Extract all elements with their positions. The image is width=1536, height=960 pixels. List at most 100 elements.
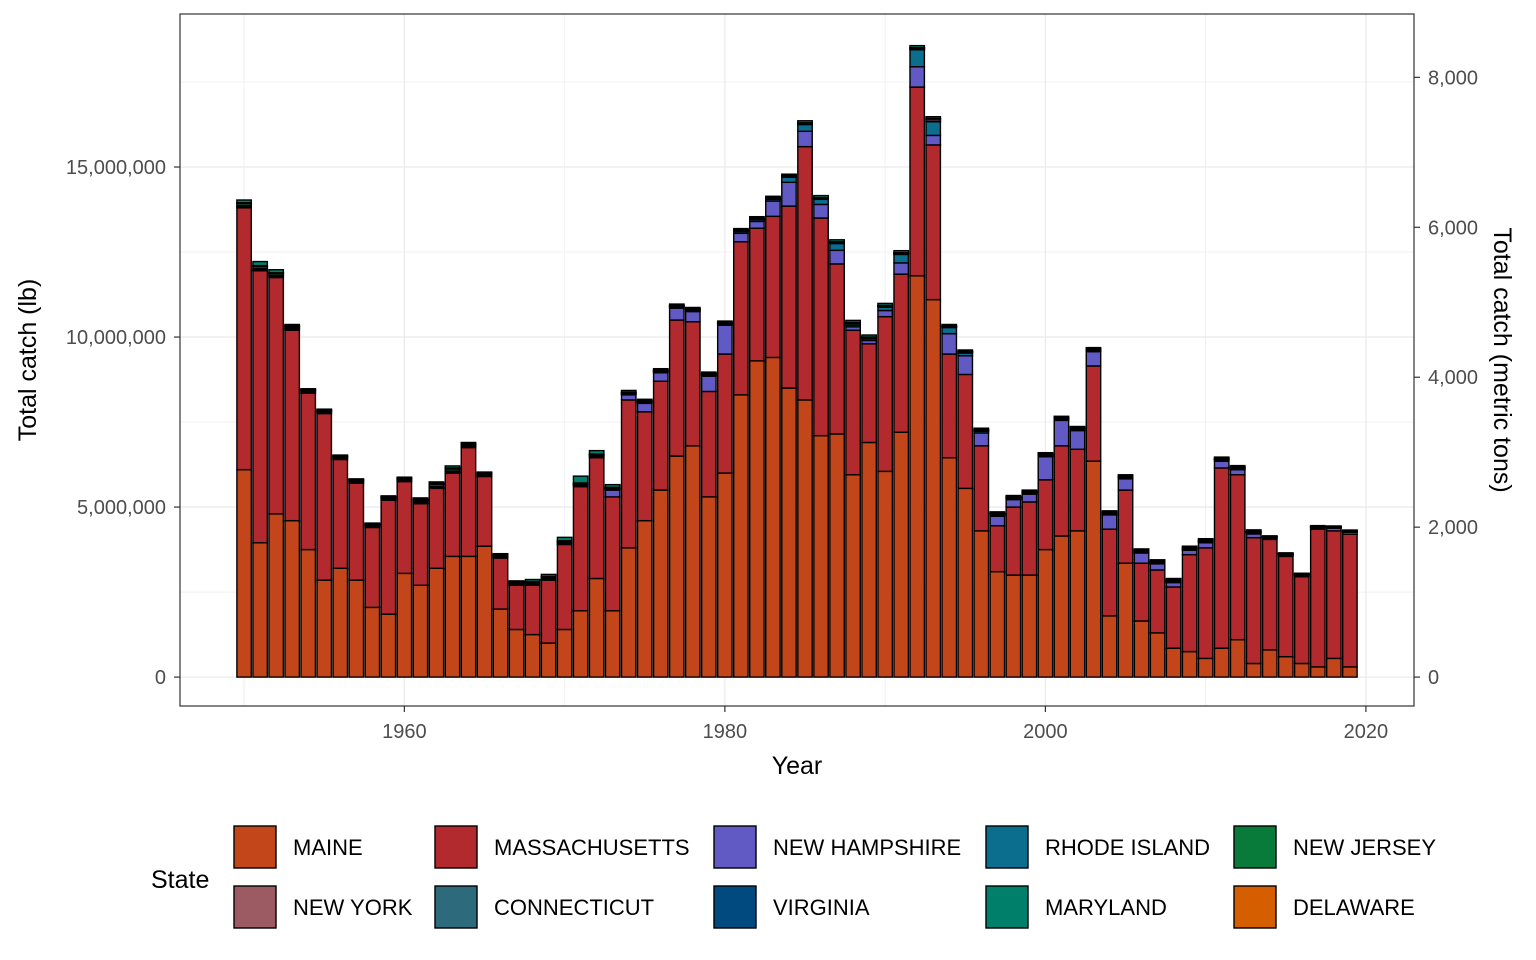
bar-segment [652,380,669,491]
bar-segment [460,446,477,558]
bar-segment [316,408,333,411]
bar-segment [236,199,253,204]
legend-label: NEW YORK [293,895,413,920]
bar-segment [396,480,413,575]
legend-label: VIRGINIA [773,895,870,920]
bar-segment [732,227,749,231]
legend-key [985,885,1029,929]
bar-segment [668,319,685,457]
legend-label: MARYLAND [1045,895,1167,920]
bar-segment [1133,620,1150,678]
bar-segment [765,356,781,678]
bar-segment [1197,542,1214,549]
bar-segment [620,399,637,549]
bar-segment [412,497,429,500]
bar-segment [1213,647,1230,678]
bar-segment [380,613,397,678]
bar-segment [797,123,813,133]
bar-segment [444,465,461,469]
bar-segment [893,431,910,678]
bar-segment [508,580,525,583]
bar-segment [1277,552,1294,555]
bar-segment [941,323,958,327]
bar-segment [909,49,926,68]
bar-segment [1309,528,1326,668]
bar-segment [1293,572,1310,575]
bar-segment [829,242,845,252]
bar-segment [781,181,797,207]
bar-segment [380,499,397,615]
bar-segment [300,392,317,551]
bar-segment [1021,574,1038,678]
bar-segment [316,579,333,678]
bar-segment [572,475,589,484]
bar-segment [684,445,701,678]
bar-segment [1101,615,1118,678]
bar-segment [1069,530,1086,678]
bar-segment [252,260,269,267]
bar-segment [1325,657,1342,678]
bar-segment [572,610,589,678]
legend-key [985,825,1029,869]
bar-segment [925,115,942,120]
legend-label: NEW JERSEY [1293,835,1436,860]
bar-segment [652,372,669,382]
bar-segment [829,263,845,435]
bar-segment [909,66,926,88]
bar-segment [588,577,605,678]
y2-tick-label: 4,000 [1428,367,1478,389]
bar-segment [604,610,621,678]
bar-segment [781,387,797,678]
bar-segment [1197,547,1214,660]
legend-key [233,885,277,929]
bar-segment [1069,429,1086,450]
bar-segment [1037,451,1054,455]
bar-segment [909,44,926,49]
bar-segment [765,215,781,359]
bar-segment [1005,494,1022,498]
bar-segment [396,572,413,678]
bar-segment [893,249,910,254]
bar-segment [813,434,829,678]
bar-segment [636,411,653,522]
bar-segment [236,207,253,471]
bar-segment [1341,666,1358,678]
x-axis: 1960 1980 2000 2020 [382,706,1388,743]
bar-segment [877,315,894,473]
bar-segment [1165,586,1182,649]
bar-segment [444,555,461,678]
bar-segment [877,302,894,307]
bar-segment [1005,574,1022,678]
bar-segment [1213,456,1230,460]
bar-segment [1149,563,1166,571]
bar-segment [1053,535,1070,678]
bar-segment [1133,552,1150,564]
y-tick-label: 5,000,000 [77,497,166,519]
y2-tick-label: 8,000 [1428,67,1478,89]
bar-segment [476,475,493,547]
bar-segment [845,319,862,324]
y2-tick-label: 6,000 [1428,217,1478,239]
bar-segment [973,432,990,447]
legend-key [713,825,757,869]
bar-segment [781,205,797,389]
bar-segment [636,519,653,678]
bar-segment [1101,514,1118,530]
bar-segment [845,474,862,678]
x-tick-label: 1960 [382,721,427,743]
bar-segment [588,457,605,580]
bar-segment [476,545,493,678]
x-tick-label: 1980 [703,721,748,743]
bar-segment [1165,577,1182,581]
bar-segment [1325,525,1342,528]
bar-segment [813,198,829,206]
bar-segment [1117,562,1134,678]
bar-segment [1085,460,1102,678]
x-tick-label: 2000 [1023,721,1068,743]
bar-segment [508,628,525,678]
bar-segment [1213,460,1230,469]
bar-segment [364,606,381,678]
bar-segment [957,373,974,490]
bar-segment [236,468,253,678]
